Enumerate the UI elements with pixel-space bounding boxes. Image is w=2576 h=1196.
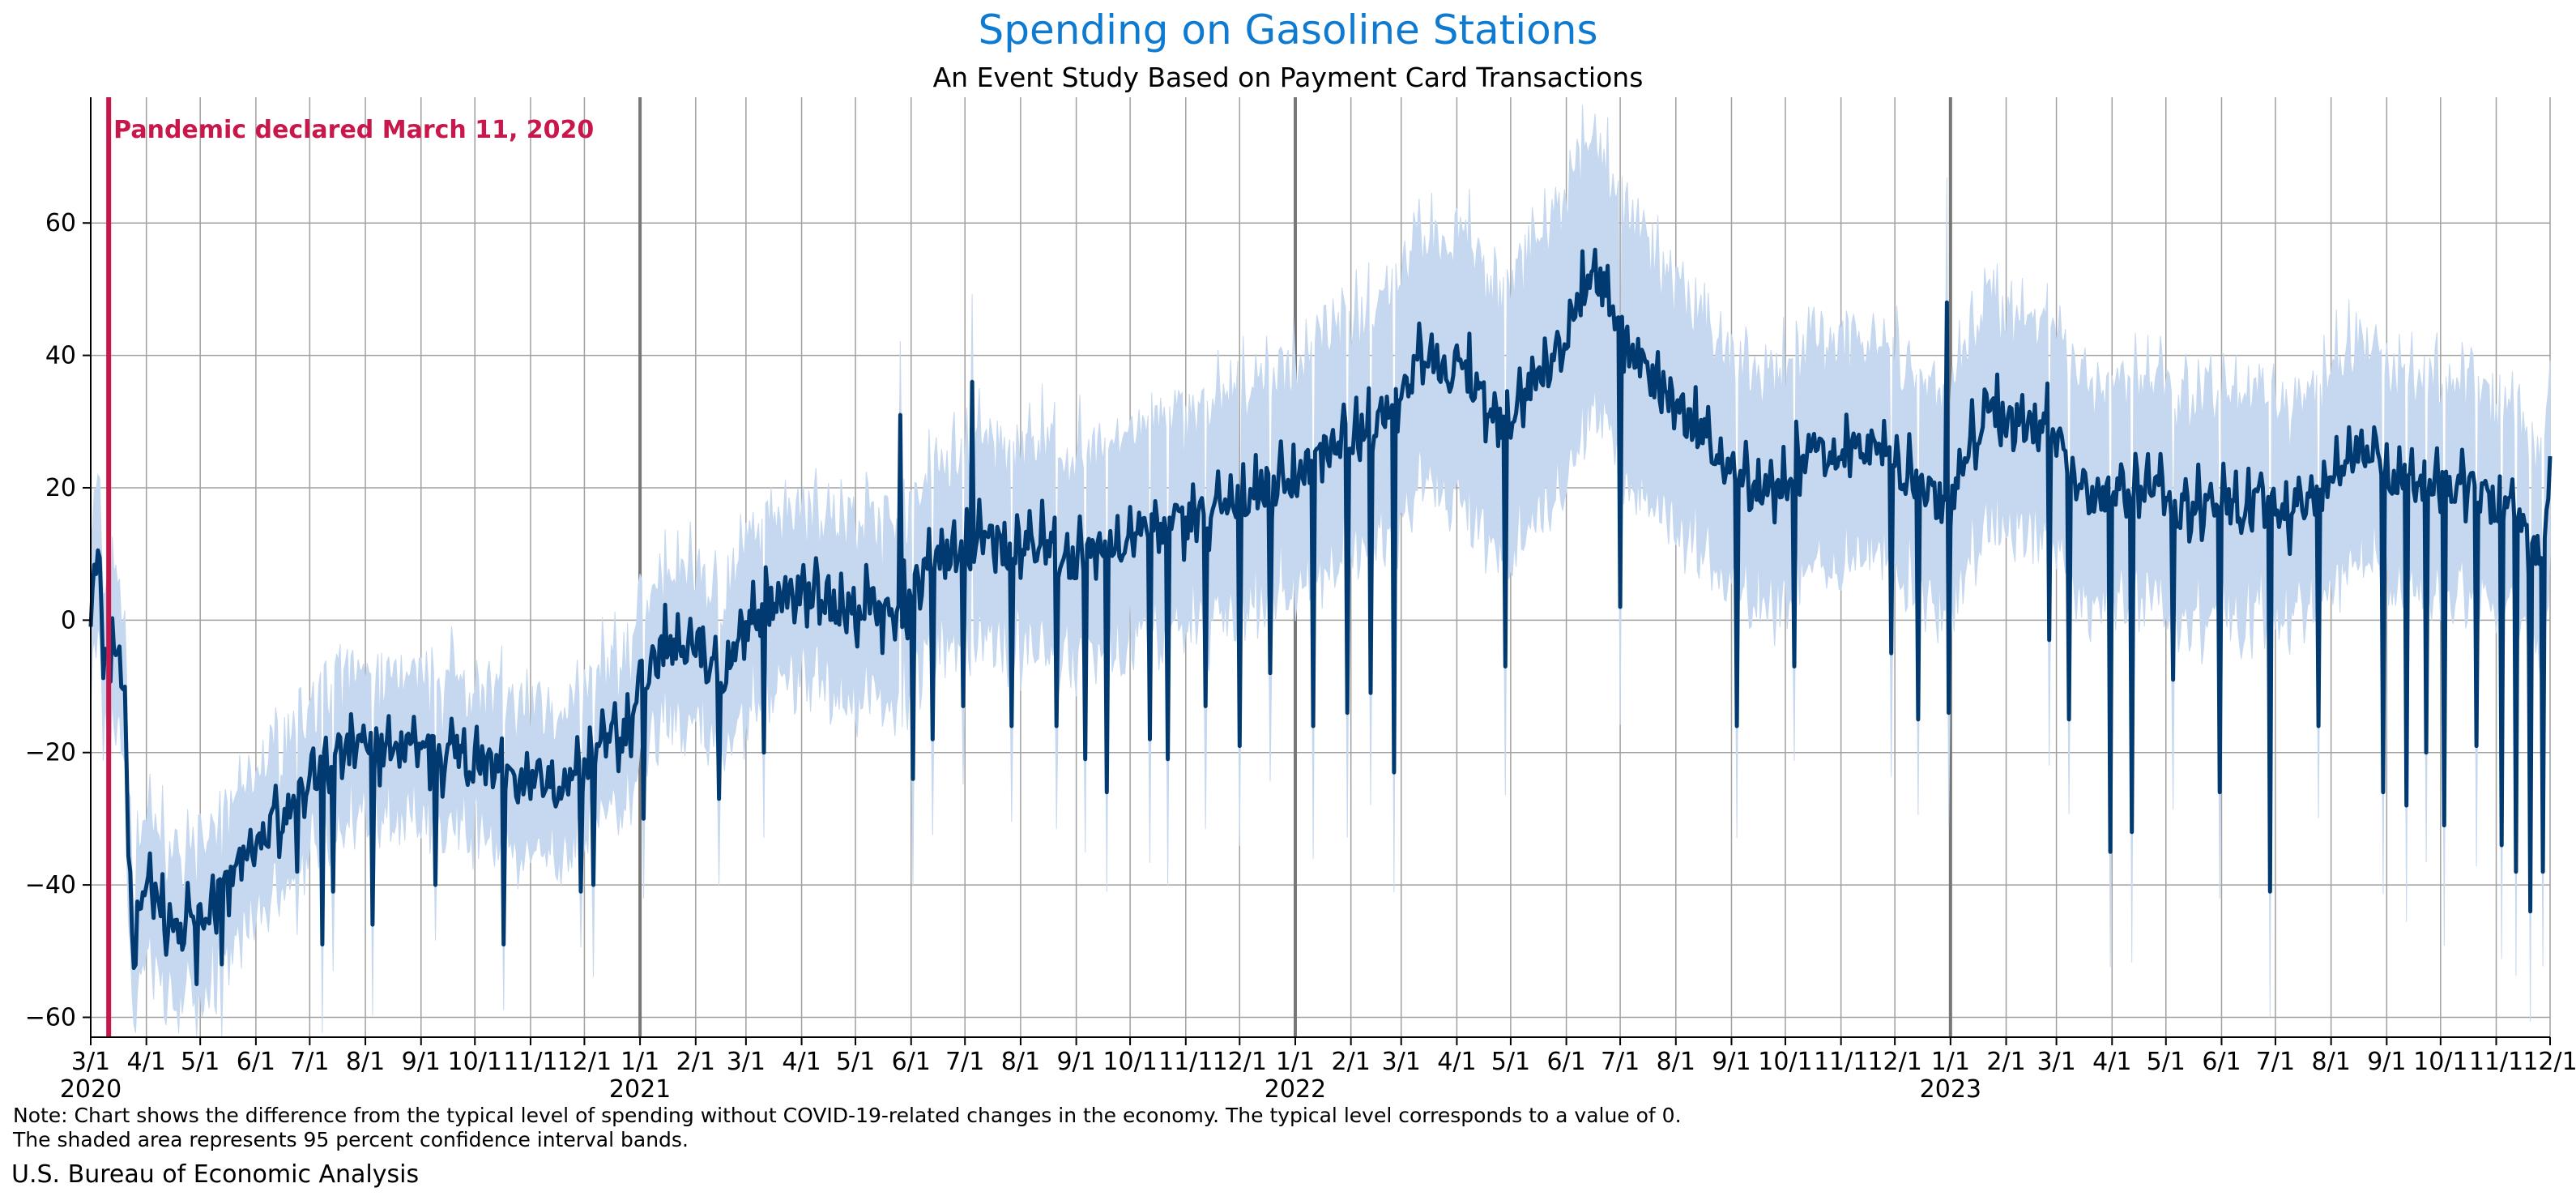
x-tick-label: 6/1 [1546,1048,1585,1076]
x-tick-label: 1/1 [1931,1048,1970,1076]
x-tick-label: 4/1 [127,1048,166,1076]
x-tick-label: 3/1 [727,1048,766,1076]
x-tick-label: 10/1 [2413,1048,2467,1076]
chart-note-line-1: Note: Chart shows the difference from th… [13,1104,1682,1127]
x-tick-label: 6/1 [2202,1048,2241,1076]
x-year-label: 2022 [1265,1075,1326,1104]
x-tick-label: 12/1 [2523,1048,2576,1076]
x-tick-label: 7/1 [945,1048,984,1076]
x-tick-label: 10/1 [1758,1048,1812,1076]
y-tick-label: 20 [45,474,76,502]
series-line-layer [88,247,2553,987]
confidence-band-layer [90,105,2551,1038]
x-tick-label: 7/1 [2256,1048,2295,1076]
x-tick-label: 4/1 [782,1048,821,1076]
source-credit: U.S. Bureau of Economic Analysis [11,1160,420,1189]
x-tick-label: 1/1 [621,1048,659,1076]
x-tick-label: 2/1 [1332,1048,1371,1076]
x-tick-label: 11/1 [503,1048,557,1076]
x-tick-label: 8/1 [346,1048,385,1076]
x-tick-label: 7/1 [1601,1048,1640,1076]
x-tick-label: 2/1 [1986,1048,2025,1076]
x-tick-label: 2/1 [676,1048,715,1076]
x-tick-label: 6/1 [892,1048,931,1076]
y-tick-label: −20 [25,739,76,767]
x-tick-label: 3/1 [71,1048,110,1076]
chart-note-line-2: The shaded area represents 95 percent co… [13,1128,689,1151]
x-tick-label: 6/1 [237,1048,275,1076]
chart-subtitle: An Event Study Based on Payment Card Tra… [932,62,1644,93]
series-line [88,247,2553,987]
x-tick-label: 5/1 [2147,1048,2186,1076]
x-tick-label: 3/1 [2036,1048,2075,1076]
x-tick-label: 1/1 [1276,1048,1315,1076]
x-tick-label: 5/1 [836,1048,875,1076]
x-tick-label: 8/1 [1657,1048,1695,1076]
chart-title: Spending on Gasoline Stations [978,6,1598,53]
x-year-label: 2020 [60,1075,122,1104]
x-tick-label: 7/1 [290,1048,329,1076]
x-tick-label: 5/1 [181,1048,220,1076]
x-tick-label: 4/1 [1437,1048,1476,1076]
x-year-label: 2023 [1920,1075,1981,1104]
x-tick-label: 8/1 [1001,1048,1040,1076]
y-tick-label: 0 [61,606,76,634]
x-tick-label: 3/1 [1382,1048,1421,1076]
x-tick-label: 12/1 [1213,1048,1267,1076]
x-tick-label: 11/1 [1814,1048,1868,1076]
x-year-label: 2021 [609,1075,671,1104]
x-tick-label: 9/1 [2367,1048,2406,1076]
x-tick-label: 10/1 [1102,1048,1157,1076]
pandemic-event-label: Pandemic declared March 11, 2020 [113,116,594,144]
x-tick-label: 12/1 [557,1048,612,1076]
confidence-band [90,105,2551,1038]
x-tick-label: 4/1 [2092,1048,2131,1076]
x-tick-label: 9/1 [1712,1048,1751,1076]
x-tick-label: 9/1 [1056,1048,1095,1076]
x-tick-label: 10/1 [448,1048,502,1076]
x-tick-label: 8/1 [2312,1048,2351,1076]
x-tick-label: 5/1 [1491,1048,1530,1076]
y-tick-label: 60 [45,209,76,237]
y-tick-label: −40 [25,871,76,899]
x-tick-label: 11/1 [1158,1048,1213,1076]
x-tick-label: 12/1 [1867,1048,1921,1076]
x-tick-label: 9/1 [402,1048,441,1076]
y-tick-label: −60 [25,1003,76,1032]
y-tick-label: 40 [45,342,76,370]
x-tick-label: 11/1 [2469,1048,2523,1076]
event-marker-layer: Pandemic declared March 11, 2020 [106,97,594,1037]
